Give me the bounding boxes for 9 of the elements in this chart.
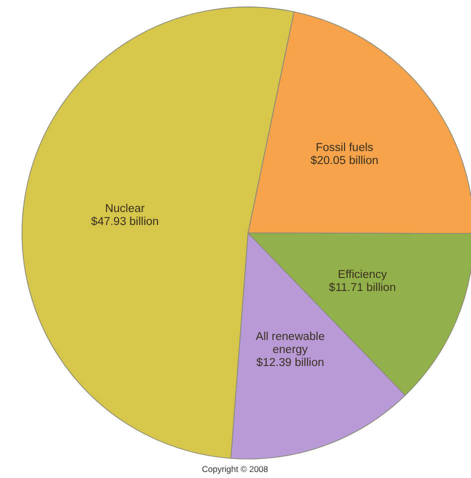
slice-label: All renewable energy: [256, 330, 325, 356]
data-label: $12.39 billion: [256, 356, 324, 369]
text: Copyright © 2008: [202, 464, 268, 474]
slice-label: Nuclear: [105, 203, 145, 216]
data-label: $20.05 billion: [310, 155, 378, 168]
slice-label: Fossil fuels: [316, 142, 374, 154]
slice-label: Efficiency: [338, 269, 388, 282]
data-label: $11.71 billion: [328, 282, 396, 294]
data-label: $47.93 billion: [91, 216, 159, 228]
